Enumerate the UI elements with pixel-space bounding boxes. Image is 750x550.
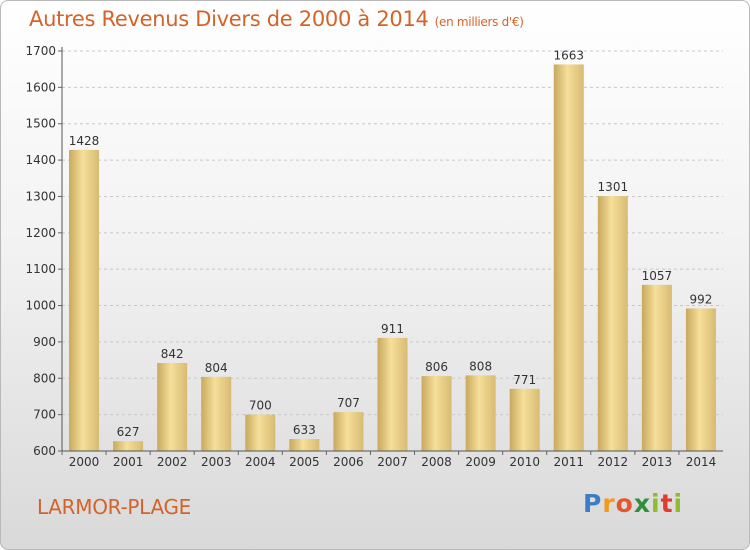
data-label: 911: [381, 322, 404, 336]
y-tick-label: 1700: [25, 44, 56, 58]
axes: 600 700 800 900 1000 1100 1200 1300 1400 1500 1600…: [25, 44, 723, 469]
y-tick-label: 1100: [25, 262, 56, 276]
bar: [69, 149, 100, 451]
x-tick-label: 2011: [553, 455, 584, 469]
logo-letter: r: [602, 489, 616, 518]
x-tick-label: 2002: [157, 455, 188, 469]
x-tick-label: 2010: [509, 455, 540, 469]
data-label: 627: [117, 425, 140, 439]
bar: [597, 196, 628, 451]
y-tick-label: 900: [33, 335, 56, 349]
data-label: 707: [337, 396, 360, 410]
x-tick-label: 2003: [201, 455, 232, 469]
proxiti-logo: Proxiti: [583, 489, 683, 518]
chart-title: Autres Revenus Divers de 2000 à 2014 (en …: [29, 7, 524, 31]
bar: [509, 388, 540, 451]
bar: [245, 414, 276, 451]
x-tick-label: 2006: [333, 455, 364, 469]
y-tick-label: 1200: [25, 226, 56, 240]
bar: [685, 308, 716, 451]
chart-title-text: Autres Revenus Divers de 2000 à 2014: [29, 7, 429, 31]
y-tick-label: 1600: [25, 80, 56, 94]
x-tick-label: 2009: [465, 455, 496, 469]
bar: [377, 337, 408, 451]
logo-letter: i: [651, 489, 661, 518]
x-tick-label: 2008: [421, 455, 452, 469]
logo-letter: i: [673, 489, 684, 518]
data-label: 700: [249, 399, 272, 413]
y-tick-label: 800: [33, 371, 56, 385]
y-tick-label: 700: [33, 408, 56, 422]
bar: [201, 376, 232, 451]
logo-letter: x: [633, 489, 651, 518]
x-tick-label: 2000: [69, 455, 100, 469]
data-label: 992: [690, 292, 713, 306]
y-tick-label: 600: [33, 444, 56, 458]
logo-letter: t: [660, 489, 674, 518]
x-tick-label: 2012: [598, 455, 629, 469]
logo-letter: o: [615, 489, 634, 518]
x-tick-label: 2007: [377, 455, 408, 469]
place-name: LARMOR-PLAGE: [37, 495, 192, 519]
data-label: 808: [469, 359, 492, 373]
x-tick-label: 2001: [113, 455, 144, 469]
data-label: 1301: [598, 180, 629, 194]
x-tick-label: 2005: [289, 455, 320, 469]
bars: 1428 627 842 804 700 633 707 911 806 808 771 1663 13…: [69, 48, 716, 452]
bar: [157, 363, 188, 451]
chart-unit-note: (en milliers d'€): [434, 15, 524, 29]
data-label: 804: [205, 361, 228, 375]
y-tick-label: 1500: [25, 117, 56, 131]
bar: [641, 284, 672, 451]
data-label: 1057: [642, 269, 673, 283]
bar: [553, 64, 584, 452]
bar: [465, 375, 496, 451]
x-tick-label: 2014: [686, 455, 717, 469]
bar: [113, 441, 144, 451]
data-label: 806: [425, 360, 448, 374]
y-tick-label: 1300: [25, 189, 56, 203]
data-label: 1428: [69, 134, 100, 148]
x-tick-label: 2004: [245, 455, 276, 469]
y-tick-label: 1000: [25, 299, 56, 313]
bar: [289, 439, 320, 451]
data-label: 771: [513, 373, 536, 387]
data-label: 1663: [553, 48, 584, 62]
y-tick-label: 1400: [25, 153, 56, 167]
data-label: 842: [161, 347, 184, 361]
data-label: 633: [293, 423, 316, 437]
logo-letter: P: [583, 489, 603, 518]
x-tick-label: 2013: [642, 455, 673, 469]
bar: [333, 412, 364, 451]
bar: [421, 376, 452, 451]
